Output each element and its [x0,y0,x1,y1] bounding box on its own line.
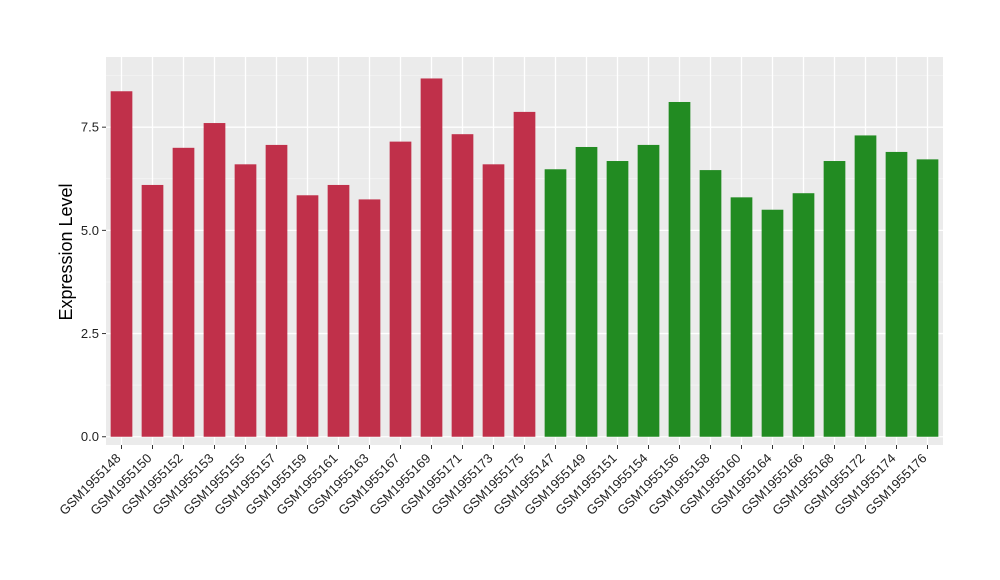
y-axis-title: Expression Level [56,183,76,320]
bar-GSM1955168 [823,161,846,437]
y-tick-label: 5.0 [81,223,99,238]
bar-GSM1955151 [606,161,629,437]
bar-GSM1955163 [358,199,381,437]
bars [110,78,939,437]
bar-GSM1955147 [544,169,567,437]
y-tick-label: 0.0 [81,429,99,444]
y-tick-label: 7.5 [81,120,99,135]
bar-GSM1955169 [420,78,443,437]
bar-GSM1955155 [234,164,257,437]
bar-GSM1955150 [141,184,164,437]
bar-GSM1955152 [172,147,195,437]
bar-GSM1955148 [110,91,133,437]
bar-GSM1955159 [296,195,319,437]
bar-GSM1955160 [730,197,753,437]
y-tick-label: 2.5 [81,326,99,341]
bar-GSM1955158 [699,170,722,437]
x-axis: GSM1955148GSM1955150GSM1955152GSM1955153… [56,445,930,518]
bar-GSM1955173 [482,164,505,437]
bar-GSM1955154 [637,144,660,437]
bar-GSM1955161 [327,184,350,437]
bar-GSM1955171 [451,134,474,437]
bar-GSM1955166 [792,193,815,437]
bar-GSM1955176 [916,159,939,437]
bar-GSM1955167 [389,141,412,437]
bar-GSM1955174 [885,151,908,437]
bar-GSM1955175 [513,111,536,437]
bar-GSM1955157 [265,144,288,437]
bar-GSM1955164 [761,209,784,437]
bar-GSM1955156 [668,101,691,437]
bar-GSM1955149 [575,146,598,437]
bar-GSM1955172 [854,135,877,437]
y-axis: 0.0 2.5 5.0 7.5 [81,120,106,444]
bar-GSM1955153 [203,123,226,437]
